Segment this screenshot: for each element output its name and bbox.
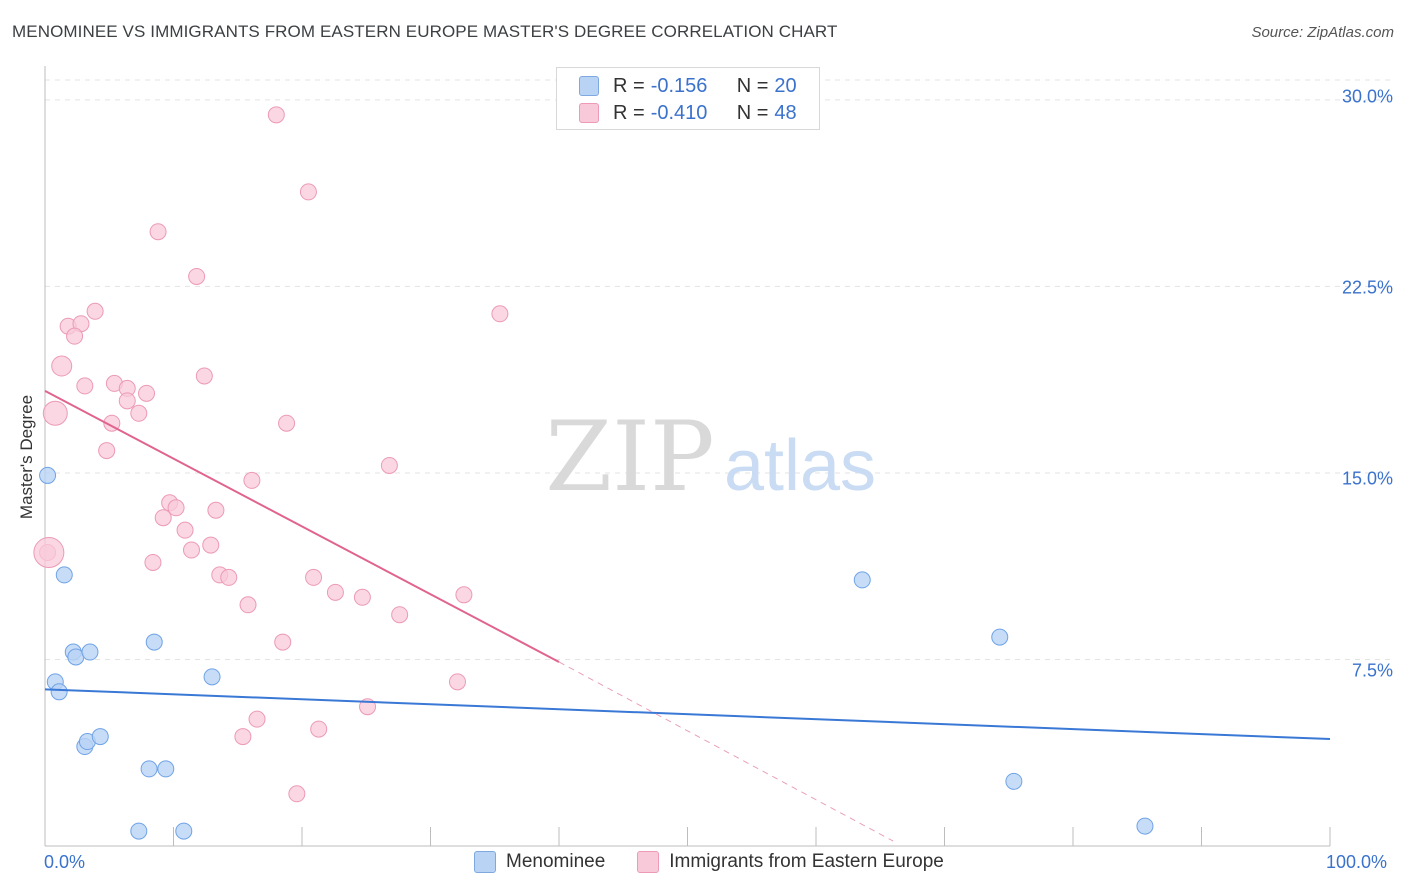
immigrants-point bbox=[326, 583, 344, 601]
immigrants-point bbox=[267, 106, 285, 124]
immigrants-point bbox=[154, 509, 172, 527]
menominee-swatch bbox=[579, 76, 599, 96]
x-tick-label-max: 100.0% bbox=[1326, 852, 1388, 872]
legend-row-menominee: R = -0.156 N = 20 bbox=[579, 74, 797, 98]
immigrants-point bbox=[491, 305, 509, 323]
immigrants-point bbox=[288, 785, 306, 803]
immigrants-point bbox=[76, 377, 94, 395]
menominee-point bbox=[175, 822, 193, 840]
immigrants-point bbox=[98, 442, 116, 460]
legend-label-immigrants: Immigrants from Eastern Europe bbox=[669, 851, 944, 872]
immigrants-point bbox=[182, 541, 200, 559]
x-tick-label-min: 0.0% bbox=[44, 852, 86, 872]
source-label: Source: ZipAtlas.com bbox=[1251, 24, 1394, 41]
immigrants-point bbox=[138, 384, 156, 402]
immigrants-point bbox=[176, 521, 194, 539]
menominee-point bbox=[203, 668, 221, 686]
immigrants-point bbox=[33, 537, 65, 569]
immigrants-point bbox=[448, 673, 466, 691]
immigrants-point bbox=[42, 400, 68, 426]
grid-lines bbox=[45, 79, 1393, 660]
menominee-point bbox=[145, 633, 163, 651]
y-tick-label: 30.0% bbox=[1341, 86, 1393, 107]
legend-item-immigrants[interactable]: Immigrants from Eastern Europe bbox=[637, 851, 944, 873]
immigrants-point bbox=[118, 392, 136, 410]
series-legend: Menominee Immigrants from Eastern Europe bbox=[474, 851, 976, 873]
n-value-menominee: 20 bbox=[774, 74, 797, 97]
immigrants-point bbox=[299, 183, 317, 201]
immigrants-point bbox=[243, 471, 261, 489]
menominee-point bbox=[55, 566, 73, 584]
correlation-legend: R = -0.156 N = 20 R = -0.410 N = 48 bbox=[556, 67, 820, 130]
immigrants-point bbox=[380, 456, 398, 474]
immigrants-point bbox=[248, 710, 266, 728]
immigrants-point bbox=[188, 267, 206, 285]
immigrants-point bbox=[353, 588, 371, 606]
menominee-point bbox=[991, 628, 1009, 646]
immigrants-point bbox=[455, 586, 473, 604]
legend-item-menominee[interactable]: Menominee bbox=[474, 851, 605, 873]
immigrants-point bbox=[305, 568, 323, 586]
immigrants-point bbox=[310, 720, 328, 738]
immigrants-point bbox=[278, 414, 296, 432]
immigrants-point bbox=[149, 223, 167, 241]
menominee-point bbox=[50, 683, 68, 701]
legend-label-menominee: Menominee bbox=[506, 851, 606, 872]
immigrants-trend-extension bbox=[558, 661, 894, 842]
axes bbox=[44, 66, 1331, 847]
immigrants-point bbox=[86, 302, 104, 320]
n-value-immigrants: 48 bbox=[774, 101, 797, 124]
immigrants-point bbox=[234, 728, 252, 746]
menominee-point bbox=[1136, 817, 1154, 835]
y-tick-label: 22.5% bbox=[1341, 277, 1393, 298]
immigrants-point bbox=[220, 568, 238, 586]
y-tick-label: 15.0% bbox=[1341, 468, 1393, 489]
menominee-point bbox=[157, 760, 175, 778]
immigrants-trend-line bbox=[44, 389, 560, 663]
watermark-atlas: atlas bbox=[724, 426, 876, 506]
trend-lines bbox=[44, 389, 1331, 842]
menominee-point bbox=[67, 648, 85, 666]
immigrants-point bbox=[130, 404, 148, 422]
menominee-swatch bbox=[474, 851, 496, 873]
immigrants-point bbox=[51, 355, 73, 377]
n-label: N = bbox=[736, 74, 769, 97]
immigrants-point bbox=[207, 501, 225, 519]
n-label: N = bbox=[736, 101, 769, 124]
menominee-point bbox=[39, 466, 57, 484]
legend-row-immigrants: R = -0.410 N = 48 bbox=[579, 101, 797, 125]
menominee-trend-line bbox=[44, 688, 1331, 741]
series-menominee-points bbox=[39, 466, 1154, 840]
menominee-point bbox=[130, 822, 148, 840]
y-tick-label: 7.5% bbox=[1351, 660, 1393, 681]
menominee-point bbox=[1005, 772, 1023, 790]
r-value-menominee: -0.156 bbox=[650, 74, 708, 97]
watermark: ZIP atlas bbox=[545, 401, 876, 513]
menominee-point bbox=[81, 643, 99, 661]
immigrants-point bbox=[167, 499, 185, 517]
immigrants-point bbox=[391, 606, 409, 624]
chart-title: MENOMINEE VS IMMIGRANTS FROM EASTERN EUR… bbox=[12, 22, 838, 41]
immigrants-point bbox=[144, 553, 162, 571]
immigrants-point bbox=[202, 536, 220, 554]
immigrants-point bbox=[195, 367, 213, 385]
watermark-zip: ZIP bbox=[545, 401, 714, 513]
immigrants-swatch bbox=[637, 851, 660, 873]
immigrants-point bbox=[66, 327, 84, 345]
y-axis-label: Master's Degree bbox=[17, 394, 36, 520]
immigrants-point bbox=[239, 596, 257, 614]
immigrants-point bbox=[274, 633, 292, 651]
r-label: R = bbox=[613, 101, 645, 124]
immigrants-swatch bbox=[579, 103, 599, 123]
menominee-point bbox=[853, 571, 871, 589]
menominee-point bbox=[140, 760, 158, 778]
r-label: R = bbox=[613, 74, 645, 97]
menominee-point bbox=[91, 728, 109, 746]
r-value-immigrants: -0.410 bbox=[650, 101, 708, 124]
series-immigrants-points bbox=[33, 106, 509, 803]
